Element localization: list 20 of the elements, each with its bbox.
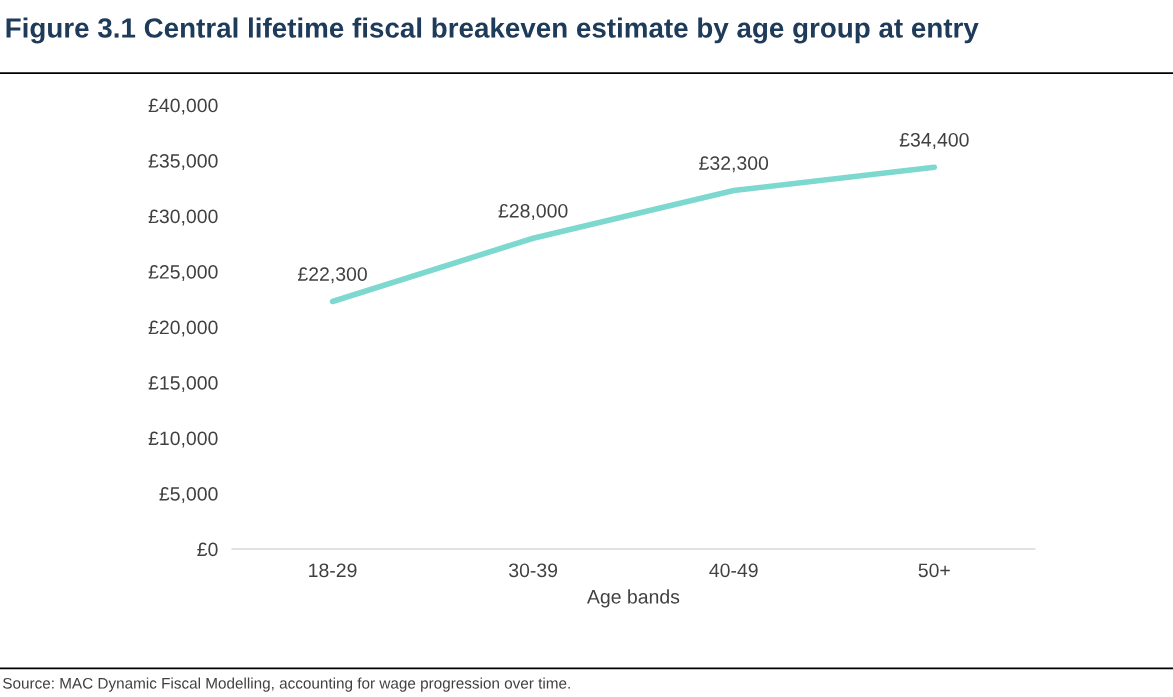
y-tick-label: £30,000 xyxy=(148,209,218,226)
text: £28,000 xyxy=(498,203,568,221)
x-tick-label: 18-29 xyxy=(309,563,357,578)
y-tick-label: £35,000 xyxy=(148,154,218,171)
y-tick-label: £0 xyxy=(197,542,218,557)
x-tick-label: 40-49 xyxy=(709,563,758,578)
text: £32,300 xyxy=(699,156,769,173)
source-note: Source: MAC Dynamic Fiscal Modelling, accounting for wage progression over time. xyxy=(3,677,570,692)
text: £34,400 xyxy=(899,132,969,149)
text: £22,300 xyxy=(297,267,367,284)
y-tick-label: £20,000 xyxy=(148,320,218,337)
y-tick-label: £5,000 xyxy=(159,487,218,504)
y-tick-label: £25,000 xyxy=(148,265,218,282)
y-tick-label: £40,000 xyxy=(148,98,218,115)
y-tick-label: £15,000 xyxy=(148,376,218,393)
y-tick-label: £10,000 xyxy=(148,431,218,448)
x-tick-label: 30-39 xyxy=(509,563,558,578)
x-tick-label: 50+ xyxy=(918,563,950,578)
chart-title: Figure 3.1 Central lifetime fiscal breakeven estimate by age group at entry xyxy=(6,17,979,44)
x-axis-title: Age bands xyxy=(586,589,680,608)
